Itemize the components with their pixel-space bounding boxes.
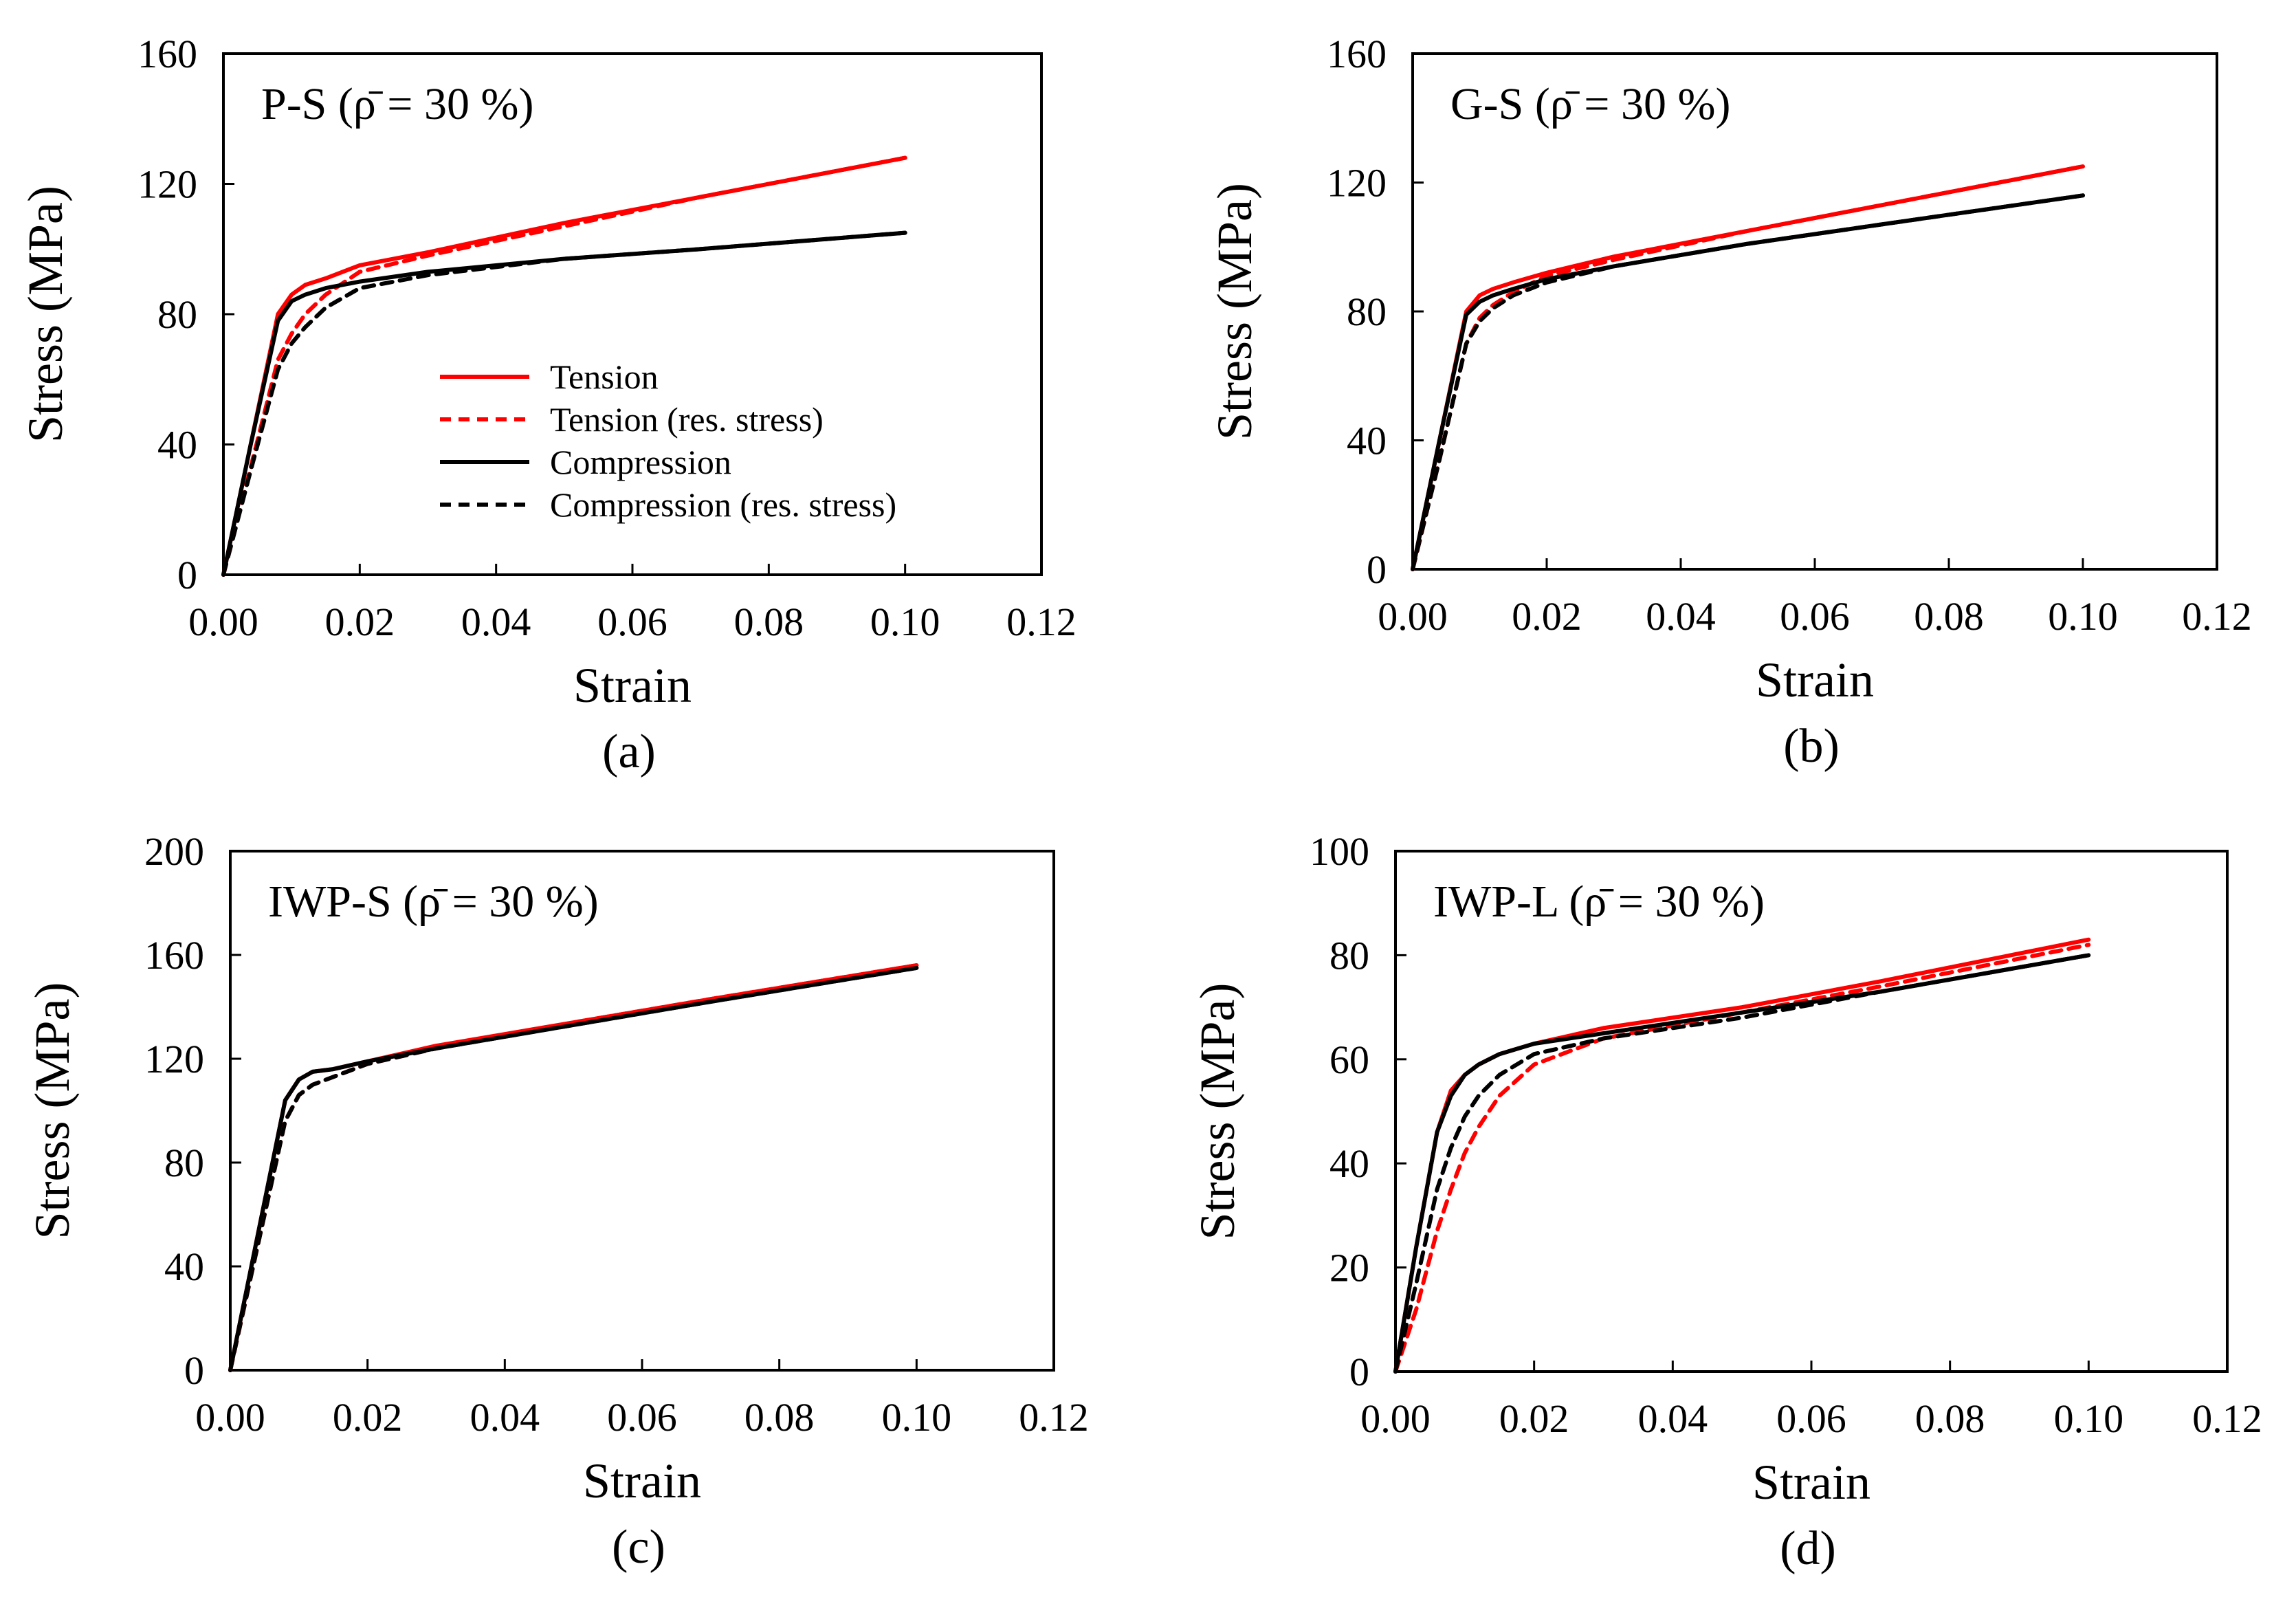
y-tick-label: 0 [1349,1350,1369,1394]
y-axis-title: Stress (MPa) [25,982,80,1240]
x-tick-label: 0.00 [188,600,258,644]
legend-label: Tension [550,358,659,396]
chart-panel-2: 0.00 0.02 0.04 0.06 0.08 0.10 0.12 0 40 80 120 160 2… [25,829,1089,1574]
chart-panel-1: 0.00 0.02 0.04 0.06 0.08 0.10 0.12 0 40 80 120 160 S… [1207,32,2252,773]
x-axis-title: Strain [573,658,692,713]
y-tick-label: 80 [164,1141,204,1185]
x-tick-label: 0.04 [461,600,531,644]
y-tick-label: 40 [157,423,197,468]
chart-panel-3: 0.00 0.02 0.04 0.06 0.08 0.10 0.12 0 20 40 60 80 100… [1190,829,2262,1575]
series-line-tension-res-stress [1411,164,2085,571]
panel-caption: (c) [612,1521,665,1574]
x-tick-label: 0.02 [1512,594,1582,639]
x-tick-label: 0.08 [1914,594,1984,639]
y-tick-label: 20 [1329,1246,1369,1290]
series-line-compression [1393,953,2091,1374]
y-tick-label: 0 [184,1348,204,1393]
x-tick-label: 0.08 [1915,1396,1985,1441]
plot-frame [229,850,1055,1372]
y-tick-label: 40 [1329,1141,1369,1186]
y-tick-label: 60 [1329,1037,1369,1082]
x-tick-label: 0.12 [1006,600,1077,644]
x-axis-title: Strain [583,1453,701,1508]
x-tick-label: 0.12 [2182,594,2252,639]
panel-caption: (a) [602,725,656,778]
legend-label: Compression [550,443,731,481]
panel-title: IWP-S (ρ̄ = 30 %) [268,877,599,927]
series-line-compression [1411,193,2085,571]
y-axis-title: Stress (MPa) [1190,983,1245,1240]
y-axis-title: Stress (MPa) [1207,183,1262,440]
legend: Tension Tension (res. stress) Compression C… [440,358,896,524]
x-tick-label: 0.08 [734,600,804,644]
panel-title: G-S (ρ̄ = 30 %) [1450,79,1730,129]
series-line-compression [228,965,919,1372]
x-tick-label: 0.10 [2048,594,2118,639]
series-line-tension [1393,937,2091,1374]
series-line-compression-res-stress [1393,953,2091,1374]
x-tick-label: 0.04 [470,1395,540,1440]
legend-label: Compression (res. stress) [550,485,896,524]
y-tick-label: 0 [1367,547,1387,592]
series-line-compression-res-stress [228,965,919,1372]
x-tick-label: 0.06 [1780,594,1850,639]
x-tick-label: 0.00 [1378,594,1448,639]
panel-title: IWP-L (ρ̄ = 30 %) [1433,877,1765,927]
y-axis-title: Stress (MPa) [18,186,73,443]
y-tick-label: 160 [137,32,197,76]
series-line-compression-res-stress [1411,193,2085,571]
x-tick-label: 0.04 [1638,1396,1708,1441]
x-tick-label: 0.08 [744,1395,815,1440]
x-tick-label: 0.12 [2192,1396,2262,1441]
y-tick-label: 160 [144,933,204,978]
y-tick-label: 120 [144,1037,204,1081]
x-tick-label: 0.00 [195,1395,265,1440]
y-tick-label: 80 [157,292,197,337]
x-tick-label: 0.06 [607,1395,677,1440]
y-tick-label: 160 [1327,32,1387,76]
x-axis-title: Strain [1756,652,1874,707]
y-tick-label: 200 [144,829,204,874]
x-tick-label: 0.06 [597,600,667,644]
y-tick-label: 120 [1327,161,1387,206]
y-tick-label: 40 [164,1244,204,1289]
y-tick-label: 0 [177,553,197,597]
x-axis-title: Strain [1752,1455,1870,1510]
x-tick-label: 0.02 [325,600,395,644]
x-tick-label: 0.10 [2054,1396,2124,1441]
series-line-tension-res-stress [221,155,907,577]
y-tick-label: 120 [137,162,197,207]
series-line-tension [1411,164,2085,571]
x-tick-label: 0.02 [333,1395,403,1440]
x-tick-label: 0.02 [1499,1396,1569,1441]
x-tick-label: 0.06 [1776,1396,1846,1441]
series-line-compression [221,230,907,577]
x-tick-label: 0.10 [870,600,940,644]
legend-label: Tension (res. stress) [550,400,824,439]
y-tick-label: 80 [1329,933,1369,978]
panel-caption: (b) [1783,720,1840,773]
y-tick-label: 80 [1347,289,1387,334]
x-tick-label: 0.00 [1360,1396,1431,1441]
plot-frame [1411,52,2218,571]
plot-frame [1394,850,2229,1373]
x-tick-label: 0.12 [1019,1395,1089,1440]
y-tick-label: 100 [1310,829,1369,874]
chart-panel-0: 0.00 0.02 0.04 0.06 0.08 0.10 0.12 0 40 80 120 160 S… [18,32,1077,778]
panel-caption: (d) [1780,1522,1836,1575]
panel-title: P-S (ρ̄ = 30 %) [261,79,533,129]
x-tick-label: 0.04 [1646,594,1716,639]
y-tick-label: 40 [1347,419,1387,463]
x-tick-label: 0.10 [882,1395,952,1440]
